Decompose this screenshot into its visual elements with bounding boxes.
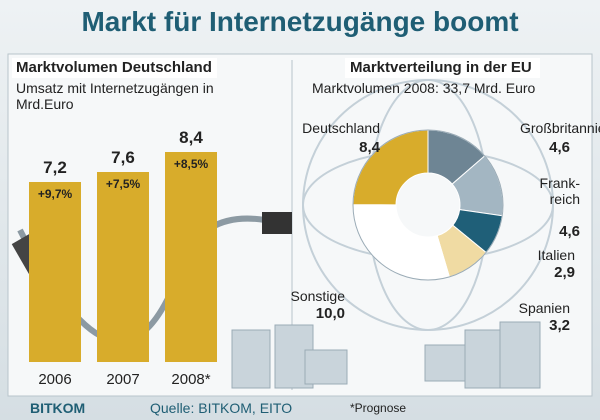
donut-border (352, 129, 504, 281)
slice-label: Italien (537, 247, 575, 263)
value-label: 7,2 (43, 158, 67, 177)
chart-title: Marktverteilung in der EU (350, 59, 532, 76)
header-box (345, 58, 540, 78)
x-tick-label: 2007 (106, 371, 140, 388)
slice-value: 4,6 (549, 139, 570, 156)
footnote: *Prognose (350, 401, 407, 415)
value-label: 8,4 (179, 128, 203, 147)
growth-label: +8,5% (173, 157, 209, 171)
slice-value: 2,9 (554, 264, 575, 281)
source: Quelle: BITKOM, EITO (150, 400, 293, 416)
chart-subtitle: Marktvolumen 2008: 33,7 Mrd. Euro (312, 80, 536, 96)
slice-value: 3,2 (549, 317, 570, 334)
chart-title: Marktvolumen Deutschland (16, 59, 212, 76)
value-label: 7,6 (111, 148, 135, 167)
plug-decoration (262, 212, 292, 234)
slice-value: 4,6 (559, 223, 580, 240)
x-tick-label: 2006 (38, 371, 72, 388)
slice-label: Deutschland (302, 120, 380, 136)
bar (29, 182, 81, 362)
x-tick-label: 2008* (171, 371, 211, 388)
slice-value: 10,0 (315, 305, 345, 322)
header-box (12, 58, 217, 78)
growth-label: +7,5% (105, 177, 141, 191)
bar (165, 152, 217, 362)
slice-value: 8,4 (359, 139, 380, 156)
growth-label: +9,7% (37, 187, 73, 201)
slice-label: Großbritannien (520, 120, 600, 136)
computer-decoration (231, 321, 541, 389)
bar (97, 172, 149, 362)
slice-label: Frank- reich (539, 175, 580, 207)
logo: BITKOM (30, 400, 86, 416)
slice-label: Spanien (518, 300, 570, 316)
slice-label: Sonstige (290, 288, 345, 304)
chart-subtitle: Umsatz mit Internetzugängen in Mrd.Euro (16, 80, 214, 112)
main-title: Markt für Internetzugänge boomt (81, 6, 519, 37)
